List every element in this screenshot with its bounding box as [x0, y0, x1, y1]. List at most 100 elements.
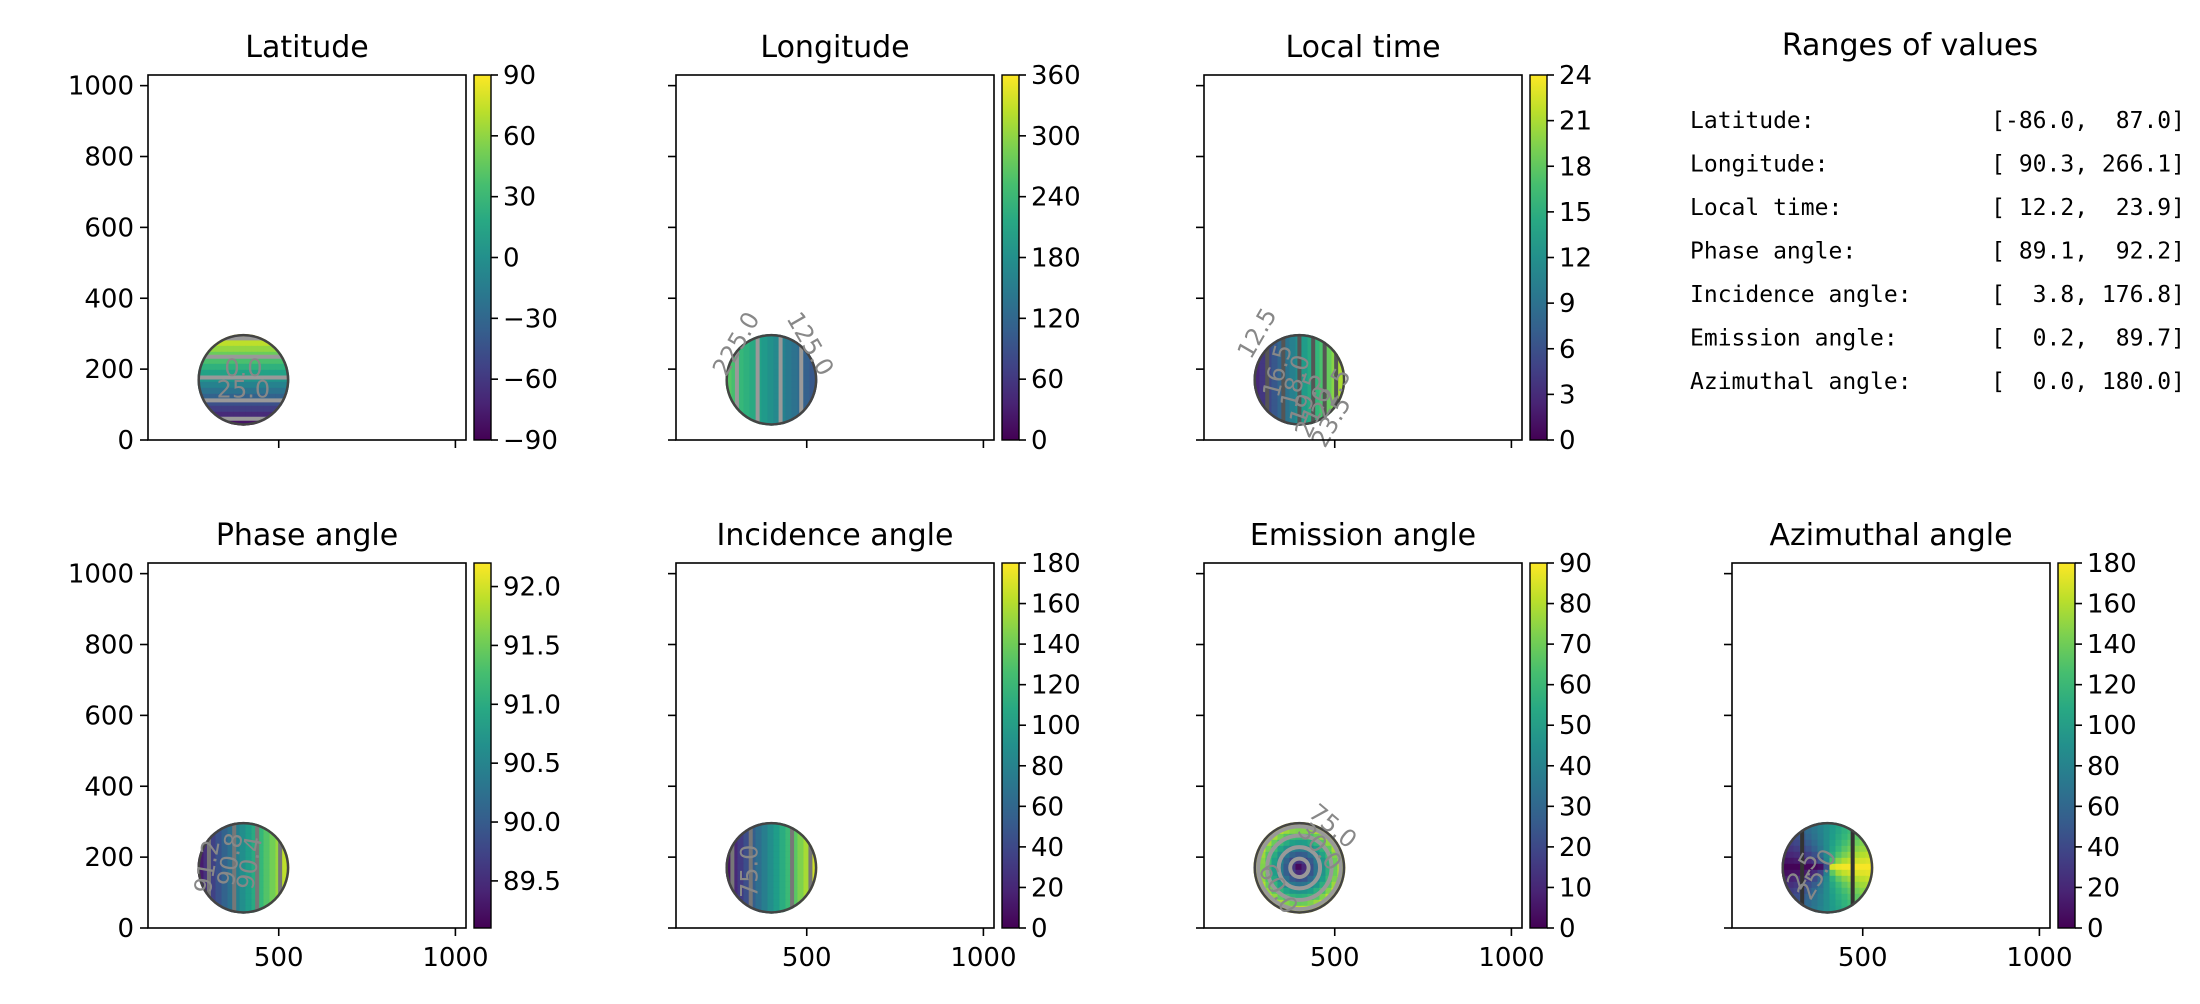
disk-pixel [1343, 333, 1346, 341]
disk-pixel [1823, 857, 1831, 865]
disk-pixel [221, 881, 229, 889]
disk-pixel [1823, 827, 1831, 835]
disk-pixel [1841, 833, 1849, 841]
disk-pixel [257, 899, 265, 907]
disk-pixel [779, 411, 787, 419]
disk-pixel [269, 345, 277, 353]
disk-pixel [1277, 399, 1285, 407]
disk-pixel [263, 423, 271, 426]
disk-pixel [1283, 357, 1291, 365]
disk-pixel [269, 333, 277, 341]
disk-pixel [1271, 875, 1279, 883]
disk-pixel [1307, 339, 1315, 347]
disk-pixel [233, 411, 241, 419]
disk-pixel [1277, 387, 1285, 395]
disk-pixel [1829, 821, 1837, 829]
y-tick-label: 800 [84, 631, 134, 661]
disk-pixel [215, 357, 223, 365]
disk-pixel [233, 345, 241, 353]
disk-pixel [1337, 369, 1345, 377]
disk-pixel [209, 839, 217, 847]
disk-pixel [215, 911, 223, 914]
colorbar [473, 562, 492, 929]
disk-pixel [1283, 411, 1291, 419]
contour-line [1265, 833, 1334, 902]
disk-pixel [239, 905, 247, 913]
disk-pixel [197, 405, 205, 413]
disk-pixel [779, 827, 787, 835]
disk-pixel [1331, 899, 1339, 907]
disk-pixel [245, 381, 253, 389]
disk-pixel [215, 863, 223, 871]
disk-pixel [1859, 857, 1867, 865]
x-tick-label: 1000 [950, 943, 1016, 973]
disk-pixel [755, 905, 763, 913]
axes-frame [1203, 74, 1523, 441]
disk-pixel [215, 845, 223, 853]
disk-pixel [1337, 381, 1345, 389]
disk-pixel [287, 345, 290, 353]
disk-pixel [1283, 393, 1291, 401]
colorbar [1001, 562, 1020, 929]
disk-pixel [251, 345, 259, 353]
disk-pixel [245, 405, 253, 413]
disk-pixel [725, 893, 733, 901]
disk-pixel [257, 339, 265, 347]
disk-pixel [233, 863, 241, 871]
axes-frame [147, 562, 467, 929]
disk-pixel [1259, 357, 1267, 365]
disk-pixel [1259, 393, 1267, 401]
disk-pixel [1301, 863, 1309, 871]
disk-pixel [761, 821, 769, 829]
disk-pixel [791, 857, 799, 865]
disk-pixel [251, 881, 259, 889]
disk-pixel [1811, 911, 1819, 914]
disk-pixel [803, 875, 811, 883]
disk-pixel [761, 905, 769, 913]
disk-pixel [767, 833, 775, 841]
colorbar-tick-label: −30 [503, 304, 558, 334]
disk-pixel [209, 399, 217, 407]
disk-pixel [1859, 827, 1867, 835]
colorbar-tick-label: 90.0 [503, 808, 561, 838]
disk-pixel [803, 357, 811, 365]
disk-pixel [737, 851, 745, 859]
disk-pixel [287, 833, 290, 841]
disk-pixel [791, 363, 799, 371]
disk-pixel [197, 893, 205, 901]
disk-pixel [761, 827, 769, 835]
disk-pixel [1325, 839, 1333, 847]
disk-pixel [1259, 417, 1267, 425]
disk-pixel [1289, 375, 1297, 383]
disk-pixel [263, 399, 271, 407]
disk-pixel [287, 423, 290, 426]
disk-pixel [263, 857, 271, 865]
disk-pixel [779, 339, 787, 347]
disk-pixel [1835, 869, 1843, 877]
disk-pixel [749, 339, 757, 347]
disk-pixel [1811, 827, 1819, 835]
disk-pixel [743, 387, 751, 395]
disk-pixel [1337, 363, 1345, 371]
disk-pixel [803, 905, 811, 913]
disk-pixel [1787, 857, 1795, 865]
disk-pixel [809, 899, 817, 907]
disk-pixel [197, 911, 205, 914]
disk-pixel [737, 839, 745, 847]
disk-pixel [1301, 887, 1309, 895]
disk-pixel [245, 899, 253, 907]
disk-pixel [1331, 881, 1339, 889]
disk-pixel [785, 363, 793, 371]
disk-pixel [281, 869, 289, 877]
disk-pixel [737, 881, 745, 889]
disk-pixel [749, 357, 757, 365]
disk-pixel [1859, 881, 1867, 889]
disk-pixel [743, 369, 751, 377]
disk-pixel [1865, 827, 1873, 835]
disk-pixel [287, 357, 290, 365]
disk-pixel [1781, 833, 1789, 841]
disk-pixel [809, 423, 817, 426]
disk-pixel [779, 369, 787, 377]
disk-pixel [281, 875, 289, 883]
